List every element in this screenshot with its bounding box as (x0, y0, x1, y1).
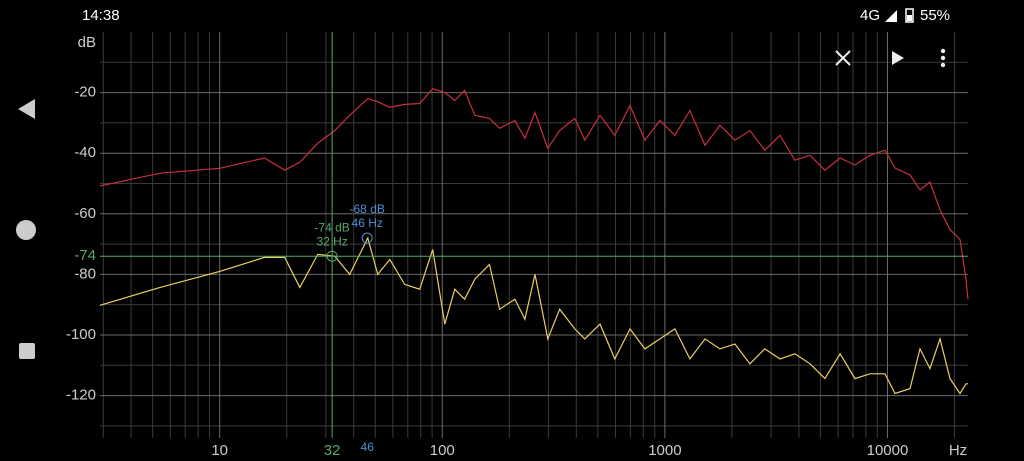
x-tick-label: 10 (211, 442, 228, 459)
y-tick-label: -20 (74, 84, 96, 101)
y-unit: dB (78, 34, 96, 51)
nav-home[interactable] (16, 220, 36, 240)
toolbar (835, 48, 946, 68)
x-tick-label: 1000 (648, 442, 681, 459)
cursor-x-label: 32 (324, 442, 341, 459)
y-tick-label: -80 (74, 265, 96, 282)
status-battery: 55% (920, 7, 950, 24)
y-tick-label: -100 (66, 326, 96, 343)
battery-level (907, 15, 912, 21)
status-time: 14:38 (82, 7, 120, 24)
menu-button[interactable] (940, 48, 946, 68)
cursor-readout: -74 dB (314, 220, 349, 234)
cursor-point (326, 250, 338, 262)
cursor-y-label: -74 (74, 247, 96, 264)
series-line (99, 236, 968, 395)
battery-icon (905, 8, 914, 23)
nav-recents[interactable] (19, 343, 35, 359)
x-tick-label: 100 (430, 442, 455, 459)
signal-icon (885, 10, 897, 22)
y-tick-label: -120 (66, 387, 96, 404)
x-tick-label: 10000 (867, 442, 909, 459)
play-button[interactable] (892, 51, 904, 65)
plot: 10 100 1000 10000 -20 -40 -60 -80 -100 -120 dB Hz -7… (66, 32, 969, 459)
marker-point (361, 232, 373, 244)
x-unit: Hz (949, 442, 967, 459)
close-button[interactable] (835, 50, 851, 66)
y-tick-label: -60 (74, 205, 96, 222)
marker-readout: -68 dB (350, 202, 385, 216)
nav-back[interactable] (18, 99, 35, 119)
marker-x-label: 46 (361, 440, 375, 454)
series-line (99, 88, 969, 300)
status-network: 4G (860, 7, 880, 24)
y-tick-label: -40 (74, 144, 96, 161)
marker-readout: 46 Hz (352, 216, 383, 230)
cursor-readout: 32 Hz (316, 234, 347, 248)
